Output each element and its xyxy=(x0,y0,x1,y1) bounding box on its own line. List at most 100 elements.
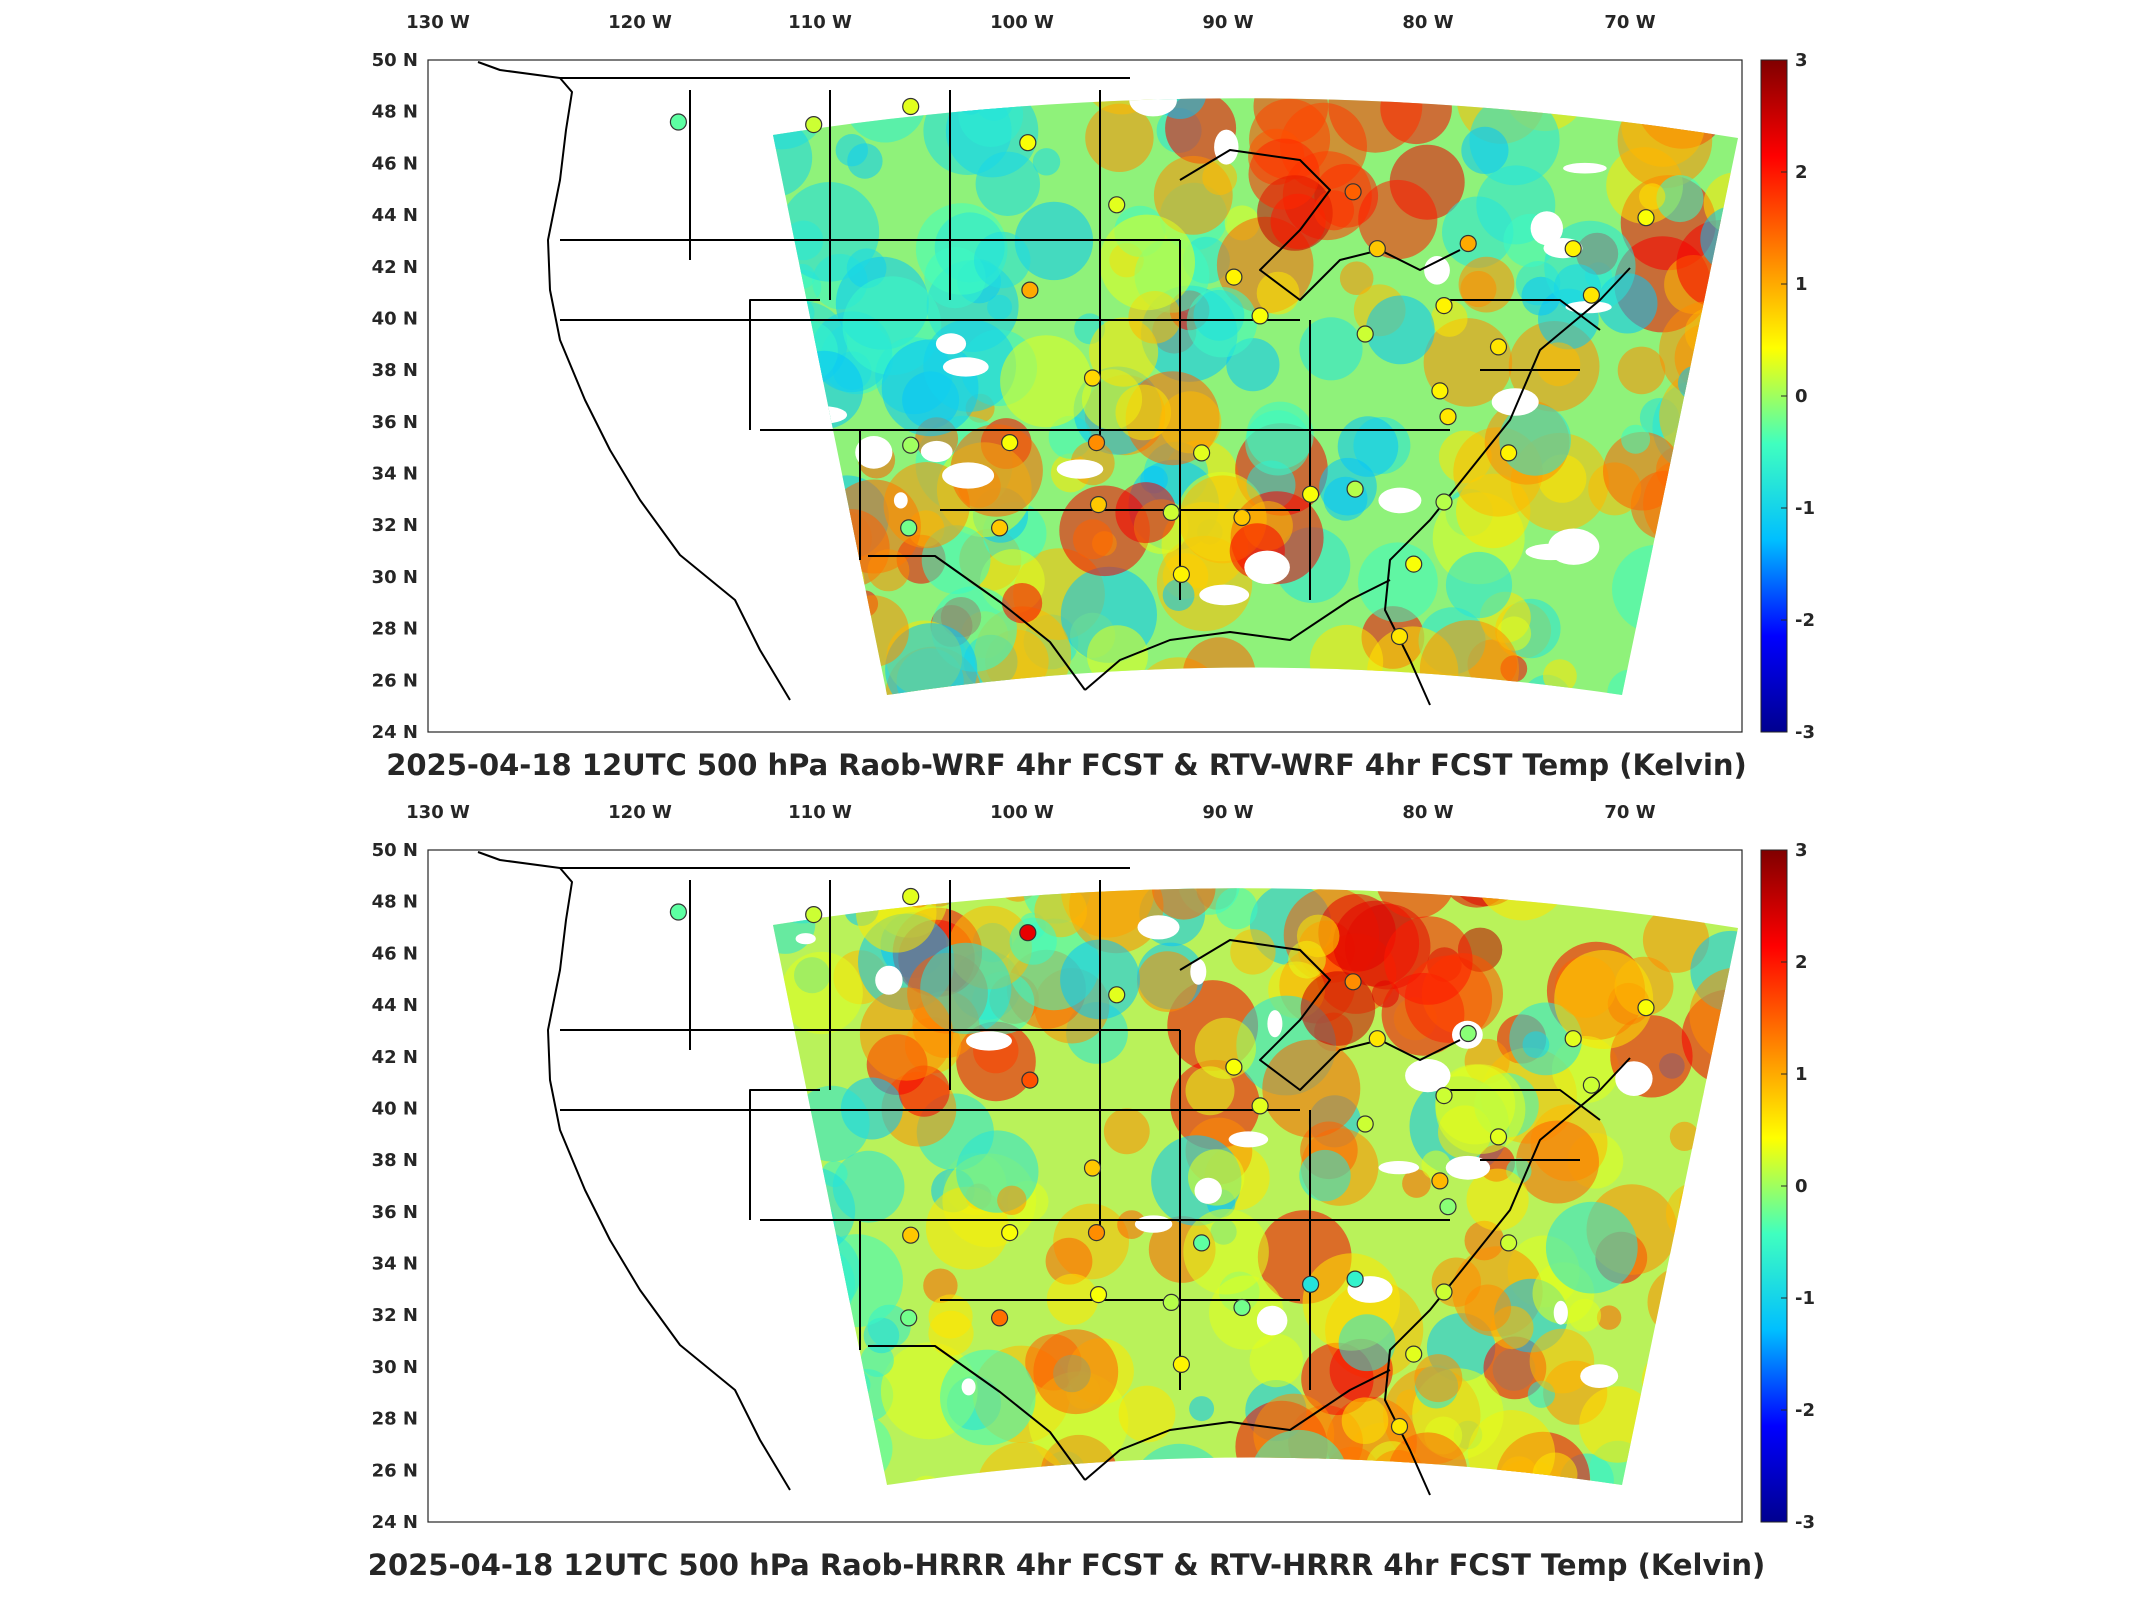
lat-label: 30 N xyxy=(372,567,418,588)
lat-label: 50 N xyxy=(372,50,418,71)
anomaly-blob xyxy=(1617,346,1666,395)
boundary-line xyxy=(868,555,1086,691)
anomaly-blob xyxy=(1384,916,1473,1005)
raob-station-marker xyxy=(1344,973,1362,991)
raob-station-marker xyxy=(1435,1283,1453,1301)
raob-station-marker xyxy=(900,1309,918,1327)
raob-station-marker xyxy=(1356,325,1374,343)
anomaly-blob xyxy=(1249,1333,1304,1388)
raob-station-marker xyxy=(1356,1115,1374,1133)
anomaly-blob xyxy=(863,1317,900,1354)
anomaly-blob xyxy=(1358,179,1438,260)
missing-data-patch xyxy=(966,1031,1012,1051)
lat-label: 28 N xyxy=(372,1409,418,1430)
boundary-line xyxy=(868,1345,1086,1481)
raob-station-marker xyxy=(902,436,920,454)
raob-station-marker xyxy=(902,887,920,906)
raob-station-marker xyxy=(1108,196,1126,214)
anomaly-blob xyxy=(1358,542,1438,623)
anomaly-blob xyxy=(1545,1201,1638,1294)
raob-station-marker xyxy=(1162,1293,1180,1312)
missing-data-patch xyxy=(1129,98,1177,117)
raob-station-marker xyxy=(1435,1087,1453,1105)
missing-data-patch xyxy=(1405,1059,1451,1093)
missing-data-patch xyxy=(1378,487,1422,514)
anomaly-blob xyxy=(1118,1385,1176,1443)
raob-station-marker xyxy=(1083,369,1102,387)
colorbar-tick-label: 3 xyxy=(1795,840,1808,861)
lat-label: 30 N xyxy=(372,1357,418,1378)
anomaly-blob xyxy=(1639,183,1666,210)
anomaly-blob xyxy=(1341,1397,1389,1444)
colorbar-tick-label: 2 xyxy=(1795,952,1808,973)
lat-label: 34 N xyxy=(372,1254,418,1275)
raob-station-marker xyxy=(1192,1234,1211,1252)
anomaly-blob xyxy=(1033,1329,1119,1415)
anomaly-blob xyxy=(1499,403,1571,476)
raob-station-marker xyxy=(1582,1076,1601,1094)
anomaly-blob xyxy=(923,1268,958,1303)
lat-label: 48 N xyxy=(372,892,418,913)
raob-station-marker xyxy=(1368,1030,1386,1048)
anomaly-blob xyxy=(1656,175,1704,223)
anomaly-field xyxy=(773,98,1738,695)
lat-label: 40 N xyxy=(372,308,418,329)
raob-station-marker xyxy=(1301,485,1320,503)
raob-station-marker xyxy=(1346,1270,1364,1288)
colorbar-tick-label: -2 xyxy=(1795,610,1815,631)
missing-data-patch xyxy=(1548,528,1600,565)
boundary-line xyxy=(1440,1089,1601,1161)
anomaly-blob xyxy=(1230,929,1276,975)
anomaly-blob xyxy=(1162,579,1195,611)
anomaly-blob xyxy=(1338,1314,1396,1372)
anomaly-blob xyxy=(1445,551,1513,619)
anomaly-blob xyxy=(1045,1237,1093,1285)
missing-data-patch xyxy=(1199,584,1250,606)
raob-station-marker xyxy=(1021,281,1039,299)
missing-data-patch xyxy=(920,440,953,463)
raob-station-marker xyxy=(902,97,920,116)
anomaly-blob xyxy=(1642,906,1710,973)
lat-label: 34 N xyxy=(372,464,418,485)
lat-label: 46 N xyxy=(372,943,418,964)
anomaly-blob xyxy=(1032,148,1061,176)
anomaly-blob xyxy=(1159,391,1222,454)
missing-data-patch xyxy=(855,436,893,469)
boundary-line xyxy=(1179,149,1461,301)
anomaly-blob xyxy=(1085,103,1154,172)
missing-data-patch xyxy=(935,333,967,355)
anomaly-blob xyxy=(1536,342,1581,387)
raob-station-marker xyxy=(805,115,823,134)
anomaly-blob xyxy=(1669,1121,1699,1151)
lon-label: 70 W xyxy=(1604,12,1655,33)
raob-station-marker xyxy=(1499,444,1518,462)
raob-station-marker xyxy=(1192,444,1211,462)
raob-station-marker xyxy=(1225,1058,1243,1076)
raob-station-marker xyxy=(1346,480,1364,498)
lat-label: 38 N xyxy=(372,1150,418,1171)
anomaly-blob xyxy=(1185,1066,1235,1116)
lon-label: 120 W xyxy=(608,802,672,823)
lat-label: 40 N xyxy=(372,1098,418,1119)
raob-station-marker xyxy=(1439,1198,1457,1216)
missing-data-patch xyxy=(1056,459,1104,479)
lon-label: 130 W xyxy=(406,12,470,33)
anomaly-blob xyxy=(1072,519,1113,560)
lon-label: 110 W xyxy=(788,12,852,33)
missing-data-patch xyxy=(1445,1155,1491,1180)
raob-station-marker xyxy=(1001,434,1019,452)
missing-data-patch xyxy=(1214,129,1239,165)
missing-data-patch xyxy=(1134,1215,1173,1233)
boundary-line xyxy=(749,299,861,560)
anomaly-blob xyxy=(1000,335,1093,428)
raob-station-marker xyxy=(1001,1224,1019,1242)
raob-station-marker xyxy=(1089,1286,1108,1304)
anomaly-blob xyxy=(1262,1039,1361,1138)
raob-station-marker xyxy=(1162,503,1180,522)
lat-label: 42 N xyxy=(372,1047,418,1068)
missing-data-patch xyxy=(1256,1305,1288,1336)
missing-data-patch xyxy=(942,462,995,489)
lat-label: 46 N xyxy=(372,153,418,174)
colorbar-tick-label: 3 xyxy=(1795,50,1808,71)
lon-label: 110 W xyxy=(788,802,852,823)
